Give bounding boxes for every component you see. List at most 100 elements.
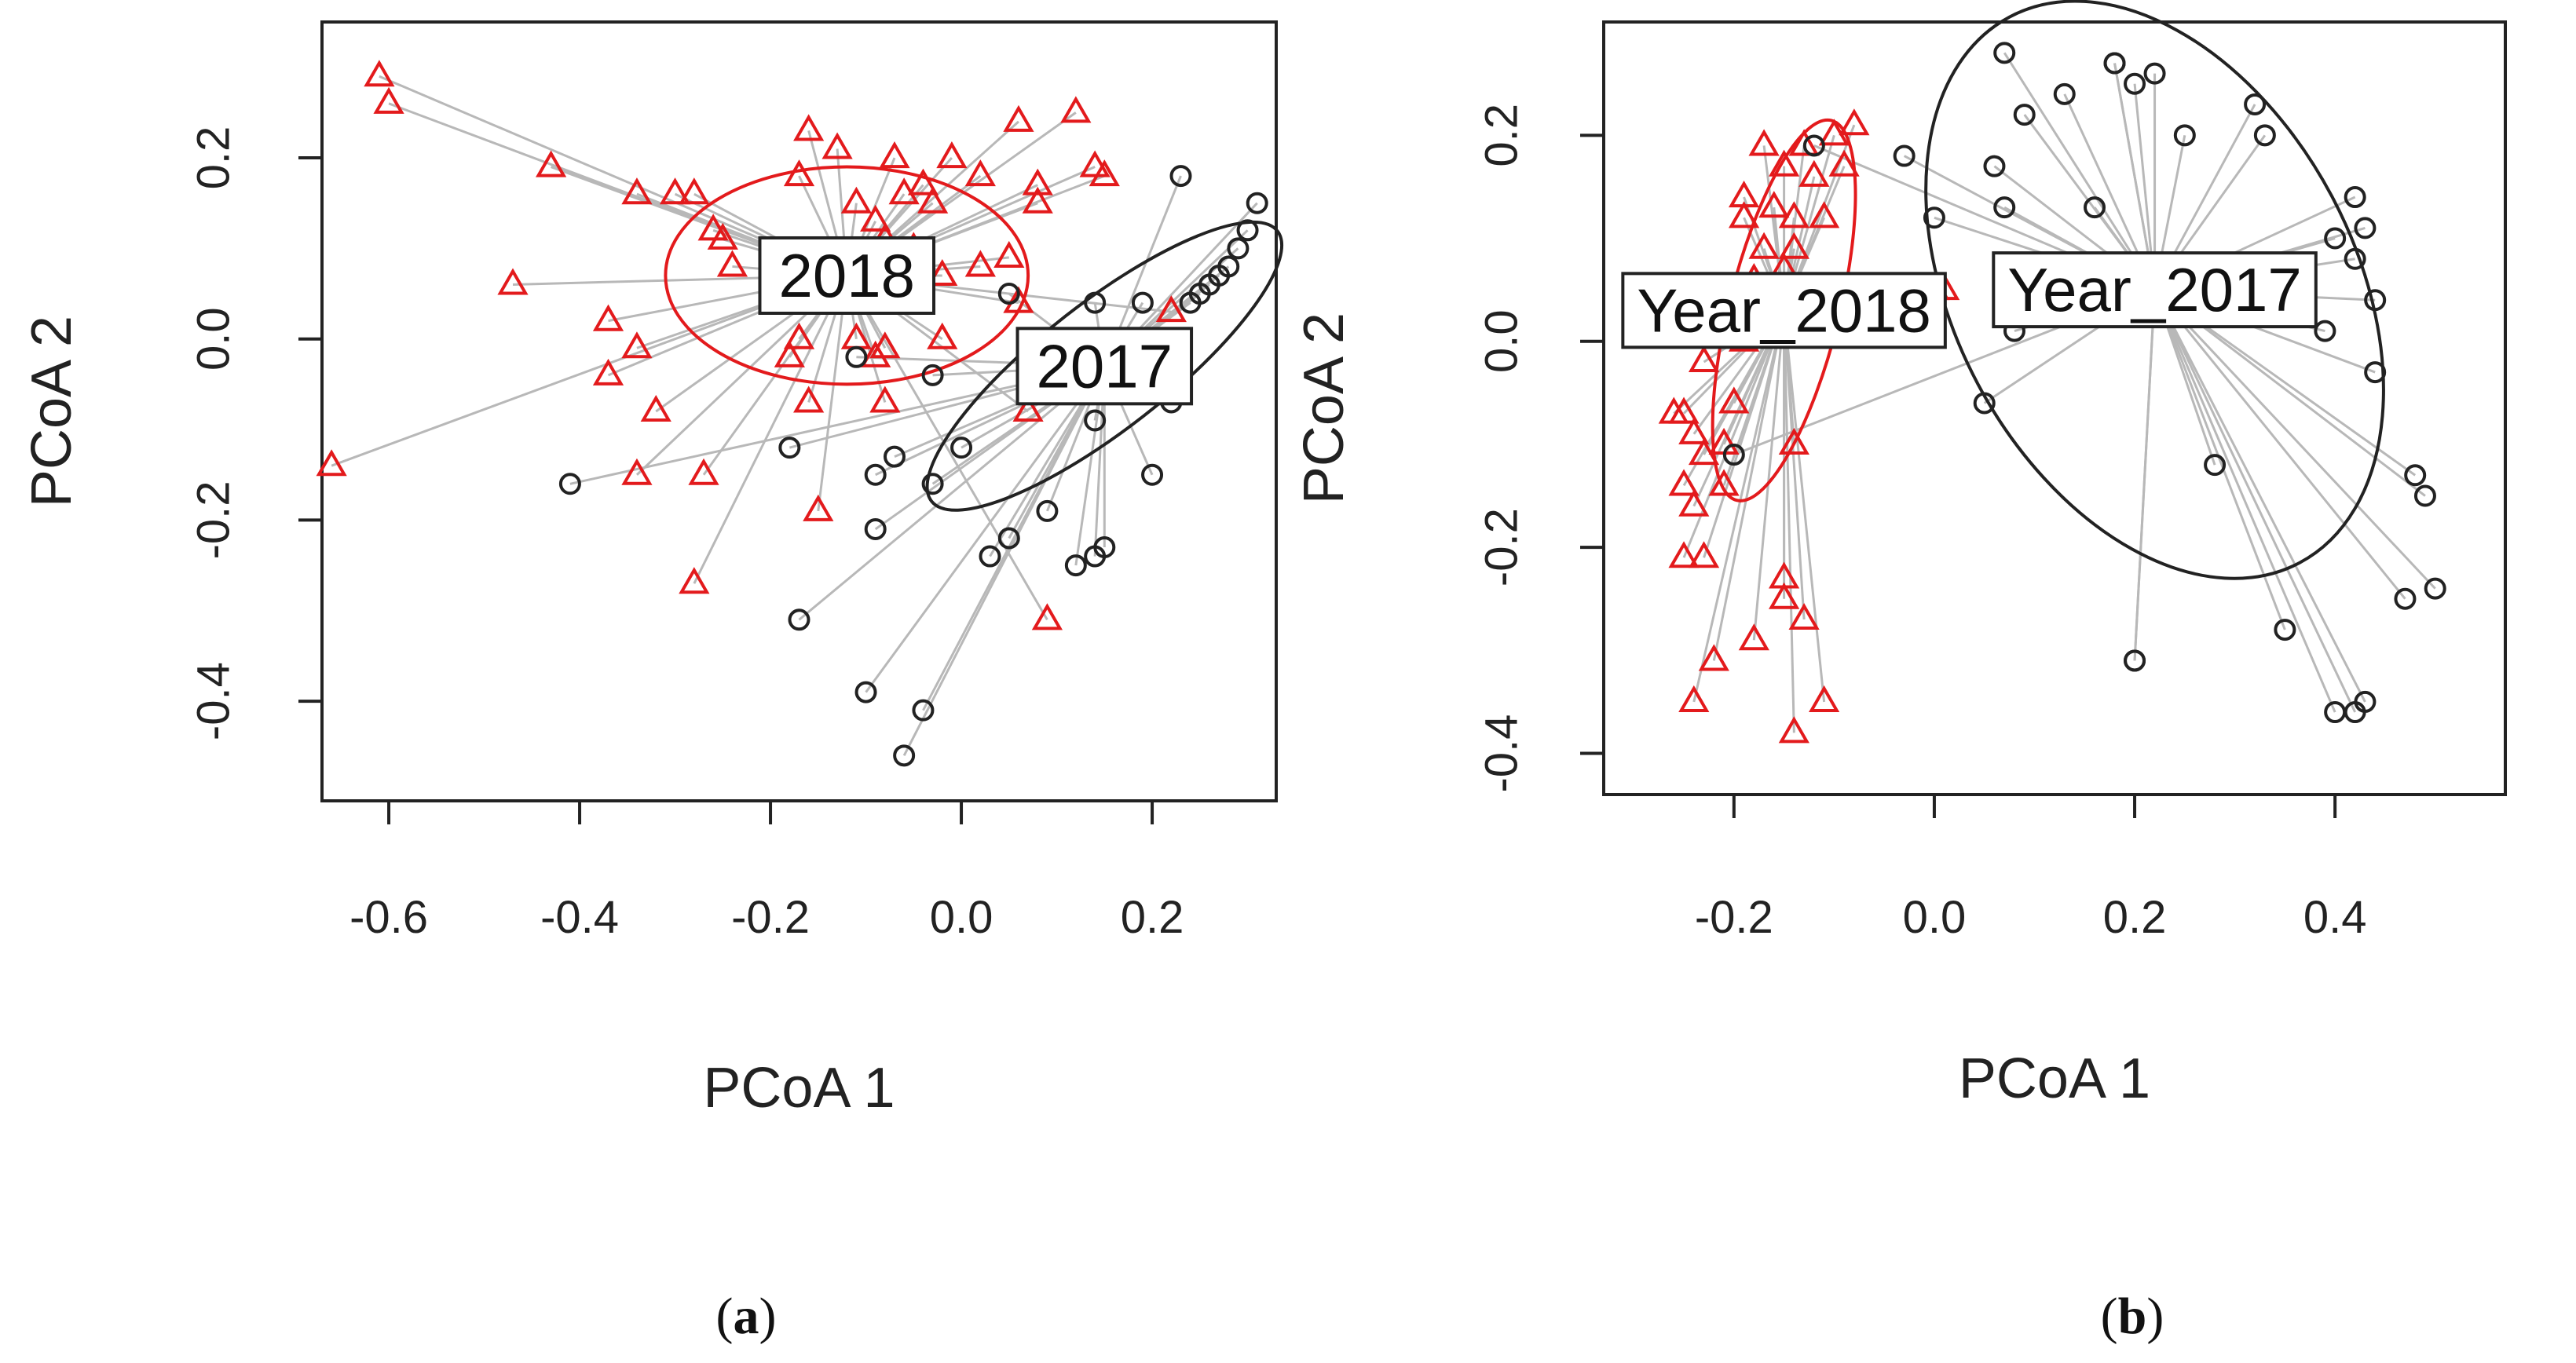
panel-a-spider-line	[693, 275, 848, 584]
panel-b-point-triangle	[1778, 201, 1809, 228]
panel-b-ellipse-year-2017	[1924, 0, 2385, 580]
panel-b-point-circle	[2124, 649, 2146, 672]
panel-a-point-triangle	[927, 322, 958, 349]
panel-a-point-triangle	[860, 340, 891, 367]
panel-a-point-triangle	[621, 331, 653, 359]
panel-a-ellipse-2017	[925, 220, 1284, 512]
panel-a-group-label-box	[758, 236, 936, 315]
panel-a-point-circle	[1246, 192, 1268, 214]
panel-a-point-triangle	[621, 458, 653, 485]
panel-a-y-tick-label: 0.0	[188, 307, 240, 371]
panel-a-point-circle	[997, 527, 1020, 550]
panel-a-point-triangle	[840, 186, 873, 214]
panel-b-spider-line	[2153, 289, 2336, 713]
panel-a-point-circle	[1064, 554, 1087, 577]
panel-a-spider-line	[902, 365, 1106, 757]
panel-a-point-circle	[845, 345, 868, 368]
panel-b-point-triangle	[1688, 438, 1720, 466]
panel-b-spider-line	[2153, 289, 2436, 590]
panel-b-group-label-text: Year_2018	[1637, 276, 1931, 345]
panel-a-point-triangle	[793, 386, 825, 413]
panel-a-y-tick-label: -0.4	[188, 662, 240, 740]
panel-a-point-circle	[1084, 545, 1107, 568]
panel-a-point-triangle	[774, 340, 805, 367]
panel-b-point-circle	[2413, 484, 2436, 507]
panel-b-spider-line	[1682, 309, 1785, 558]
panel-b-point-circle	[2103, 52, 2126, 75]
panel-a-point-triangle	[821, 132, 853, 159]
panel-a-group-labels: 2018 2017	[758, 236, 1194, 406]
panel-b-group-labels: Year_2018 Year_2017	[1621, 251, 2318, 349]
panel-b-point-circle	[1893, 144, 1916, 167]
panel-b-point-triangle	[1778, 427, 1809, 455]
panel-b-point-circle	[2344, 186, 2366, 209]
panel-b-point-circle	[2394, 587, 2417, 610]
panel-b-point-circle	[2364, 289, 2387, 312]
panel-a-point-circle	[1141, 463, 1164, 486]
panel-a-point-triangle	[592, 304, 624, 331]
panel-a-point-triangle	[1079, 150, 1111, 177]
panel-b-point-triangle	[1688, 541, 1720, 568]
panel-a-point-circle	[864, 517, 887, 540]
panel-a-group-label-box	[1015, 327, 1194, 406]
panel-b-point-triangle	[1738, 623, 1769, 651]
panel-b-point-circle	[1993, 42, 2016, 64]
panel-b-point-triangle	[1698, 644, 1729, 671]
panel-a-point-triangle	[592, 358, 624, 386]
panel-a-point-circle	[788, 608, 810, 631]
panel-a-point-triangle	[1022, 168, 1053, 195]
panel-a-point-triangle	[688, 458, 719, 485]
panel-a-point-triangle	[964, 159, 996, 187]
panel-b-point-circle	[2424, 577, 2446, 600]
panel-b-points	[1658, 42, 2446, 744]
panel-b-point-circle	[2274, 619, 2296, 641]
panel-b-point-circle	[1923, 206, 1945, 229]
panel-b-y-tick-label: 0.0	[1476, 309, 1528, 373]
panel-b-point-circle	[2354, 217, 2377, 239]
panel-b-point-triangle	[1678, 685, 1710, 712]
panel-a-point-triangle	[497, 268, 529, 295]
panel-a-y-tick-label: -0.2	[188, 481, 240, 559]
panel-a-point-triangle	[993, 240, 1025, 268]
panel-a-point-triangle	[316, 449, 347, 477]
panel-b-caption-letter: b	[2118, 1288, 2147, 1345]
panel-b-y-tick-label: -0.2	[1476, 508, 1528, 586]
panel-b-spider-line	[1752, 310, 1786, 641]
panel-a-plot-frame	[320, 20, 1278, 802]
panel-b-y-tick-label: 0.2	[1476, 104, 1528, 167]
panel-b-point-triangle	[1748, 129, 1780, 156]
panel-b-x-tick-label: 0.4	[2303, 892, 2367, 943]
panel-b-point-circle	[2344, 247, 2366, 270]
panel-b-spider-line	[1703, 309, 1786, 558]
panel-a-y-tick-label: 0.2	[188, 126, 240, 190]
panel-a-point-triangle	[373, 86, 404, 114]
panel-b-point-circle	[1973, 392, 1996, 415]
panel-b-point-circle	[2013, 104, 2036, 126]
panel-b-point-triangle	[1678, 489, 1710, 517]
panel-a-point-circle	[778, 437, 801, 459]
panel-b-point-circle	[1802, 134, 1825, 157]
panel-a-point-triangle	[640, 394, 671, 422]
panel-b-point-triangle	[1728, 201, 1760, 228]
panel-a-spider-line	[845, 275, 1048, 621]
panel-b-point-triangle	[1668, 396, 1700, 424]
panel-a-x-tick-label: -0.6	[349, 892, 428, 943]
panel-b-caption-open: (	[2101, 1288, 2118, 1345]
panel-b-point-circle	[2354, 690, 2377, 713]
panel-a-point-circle	[854, 681, 877, 703]
panel-a-point-triangle	[364, 60, 395, 87]
panel-b-caption-close: )	[2146, 1288, 2164, 1345]
panel-a-spider-line	[865, 365, 1106, 693]
panel-a-x-tick-label: 0.0	[930, 892, 993, 943]
panel-b-point-circle	[1993, 196, 2016, 219]
panel-a-point-triangle	[1089, 159, 1120, 187]
panel-a-point-triangle	[860, 204, 891, 232]
panel-b-point-circle	[2143, 62, 2166, 85]
panel-a-point-triangle	[707, 222, 738, 250]
panel-a-spider-line	[569, 364, 1105, 485]
panel-a-point-triangle	[1031, 603, 1063, 630]
panel-a-spider-lines	[331, 75, 1258, 757]
panel-b-x-tick-label: 0.0	[1903, 892, 1967, 943]
panel-b-point-circle	[1722, 444, 1745, 466]
panel-a-point-triangle	[697, 214, 729, 241]
